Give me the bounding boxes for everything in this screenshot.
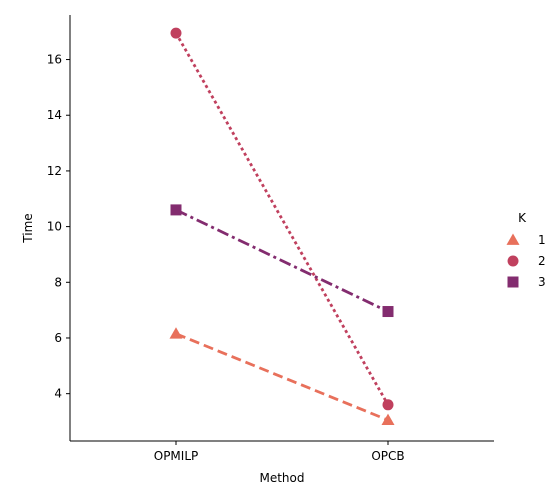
y-axis-label: Time (21, 213, 35, 243)
data-point-k2-opcb (382, 399, 394, 411)
legend-title: K (518, 211, 527, 225)
y-tick-label: 4 (54, 387, 62, 401)
data-point-k2-opmilp (170, 27, 182, 39)
legend-marker-k3 (507, 276, 519, 288)
y-tick-label: 10 (47, 220, 62, 234)
y-tick-label: 14 (47, 108, 62, 122)
data-point-k1-opmilp (169, 327, 183, 339)
y-tick-label: 8 (54, 275, 62, 289)
y-tick-label: 6 (54, 331, 62, 345)
series-line-k1 (175, 332, 389, 422)
y-tick-label: 16 (47, 53, 62, 67)
axes: 4 6 8 10 12 14 16 OPMILP OPCB (47, 15, 494, 463)
legend: K 1 2 3 (506, 211, 546, 289)
x-axis-label: Method (259, 471, 304, 485)
series-k2 (170, 27, 394, 411)
series-k1 (169, 327, 395, 425)
plot-area (169, 27, 395, 425)
data-point-k3-opcb (382, 306, 394, 318)
legend-marker-k2 (507, 255, 519, 267)
x-tick-label: OPMILP (154, 449, 199, 463)
data-point-k3-opmilp (170, 204, 182, 216)
x-tick-label: OPCB (371, 449, 404, 463)
legend-label-k1: 1 (538, 233, 546, 247)
legend-label-k3: 3 (538, 275, 546, 289)
series-line-k3 (175, 208, 389, 313)
series-k3 (170, 204, 394, 318)
legend-marker-k1 (506, 233, 520, 245)
series-line-k2 (174, 32, 390, 406)
data-point-k1-opcb (381, 413, 395, 425)
y-tick-label: 12 (47, 164, 62, 178)
legend-label-k2: 2 (538, 254, 546, 268)
